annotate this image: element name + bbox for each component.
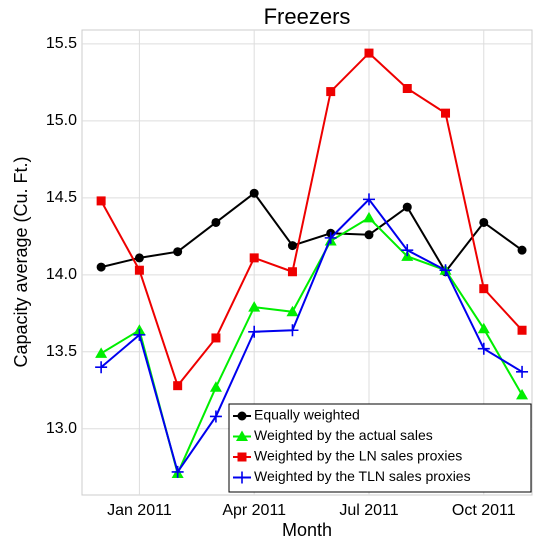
marker <box>96 196 106 206</box>
marker <box>249 188 259 198</box>
marker <box>95 361 108 374</box>
marker <box>362 193 375 206</box>
y-tick-label: 15.0 <box>46 112 77 129</box>
marker <box>364 230 374 240</box>
marker <box>479 284 489 294</box>
legend-marker <box>237 411 247 421</box>
marker <box>441 108 451 118</box>
y-tick-label: 13.0 <box>46 420 77 437</box>
legend-marker <box>236 430 248 441</box>
chart-title: Freezers <box>264 4 351 29</box>
marker <box>479 217 489 227</box>
series-line <box>100 191 523 274</box>
y-axis-label: Capacity average (Cu. Ft.) <box>11 156 31 367</box>
marker <box>211 217 221 227</box>
marker <box>286 324 299 337</box>
marker <box>477 322 490 334</box>
marker <box>209 410 222 423</box>
legend-marker <box>237 452 247 462</box>
marker <box>248 325 261 338</box>
y-tick-label: 13.5 <box>46 343 77 360</box>
x-axis-label: Month <box>282 520 332 540</box>
marker <box>286 305 299 317</box>
marker <box>134 265 144 275</box>
marker <box>173 381 183 391</box>
x-tick-label: Jul 2011 <box>339 502 398 519</box>
marker <box>516 365 529 378</box>
marker <box>326 87 336 97</box>
marker <box>95 347 108 358</box>
y-tick-label: 14.0 <box>46 266 77 283</box>
marker <box>209 381 222 392</box>
marker <box>517 245 527 255</box>
marker <box>477 342 490 355</box>
legend-label: Equally weighted <box>254 407 360 423</box>
legend-box <box>228 403 532 493</box>
x-tick-label: Jan 2011 <box>107 502 172 519</box>
marker <box>133 328 146 341</box>
y-tick-label: 14.5 <box>46 189 77 206</box>
y-tick-label: 15.5 <box>46 35 77 52</box>
marker <box>173 247 183 257</box>
legend-label: Weighted by the actual sales <box>254 427 433 443</box>
marker <box>362 211 375 223</box>
marker <box>402 84 412 94</box>
legend-marker <box>236 471 248 484</box>
marker <box>401 244 414 257</box>
marker <box>324 231 337 244</box>
marker <box>248 301 261 312</box>
marker <box>96 262 106 272</box>
marker <box>517 325 527 335</box>
marker <box>171 465 184 478</box>
marker <box>287 241 297 251</box>
marker <box>516 388 529 400</box>
series-line <box>100 197 523 475</box>
x-tick-label: Apr 2011 <box>222 502 286 519</box>
legend-label: Weighted by the LN sales proxies <box>254 448 462 464</box>
marker <box>249 253 259 263</box>
marker <box>439 264 452 277</box>
marker <box>134 253 144 263</box>
legend-label: Weighted by the TLN sales proxies <box>254 468 471 484</box>
marker <box>364 48 374 58</box>
series-line <box>100 51 523 388</box>
marker <box>287 267 297 277</box>
marker <box>402 202 412 212</box>
marker <box>211 333 221 343</box>
x-tick-label: Oct 2011 <box>452 502 516 519</box>
